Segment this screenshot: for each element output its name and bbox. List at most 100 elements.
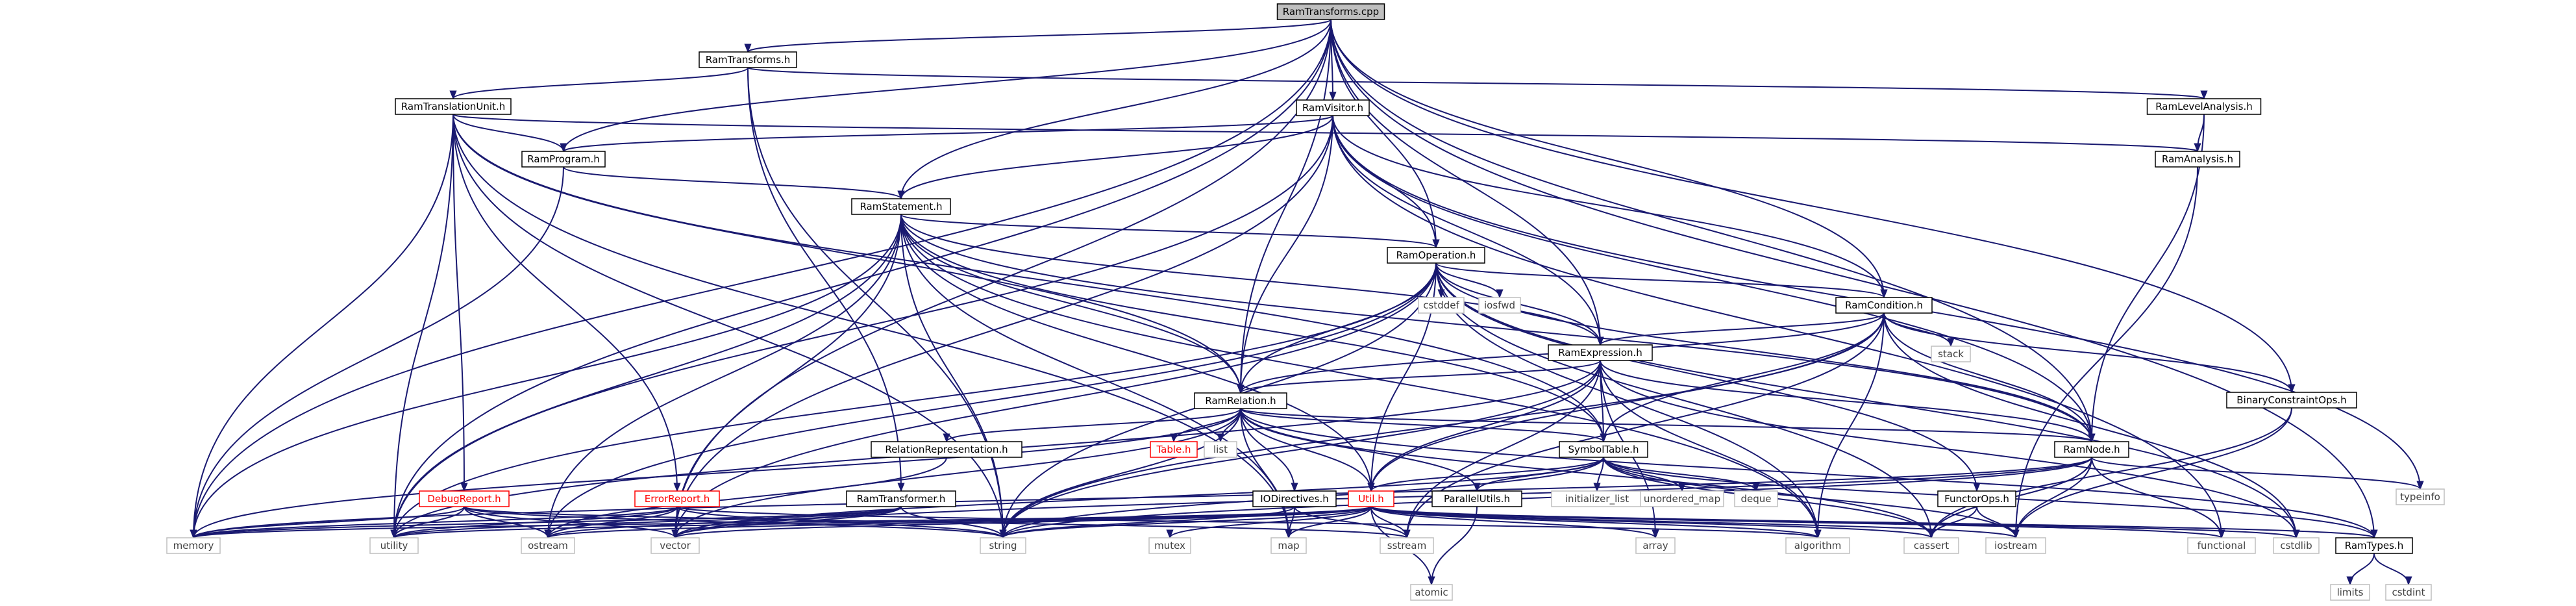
node-label: initializer_list (1565, 493, 1629, 505)
node-vector: vector (650, 537, 700, 554)
node-label: limits (2337, 587, 2364, 598)
edge-ramtranslationunit-to-memory (190, 114, 454, 539)
node-label: stack (1938, 348, 1964, 360)
node-label: SymbolTable.h (1568, 444, 1639, 455)
node-ramtranslationunit[interactable]: RamTranslationUnit.h (395, 98, 512, 115)
node-table-h[interactable]: Table.h (1150, 441, 1198, 458)
node-symboltable[interactable]: SymbolTable.h (1559, 441, 1648, 458)
edge-iodirectives-to-sstream (1294, 506, 1411, 539)
node-ramnode[interactable]: RamNode.h (2054, 441, 2129, 458)
node-label: RamAnalysis.h (2162, 153, 2233, 165)
node-ramcondition[interactable]: RamCondition.h (1835, 297, 1933, 314)
node-box (1734, 490, 1778, 507)
node-parallelutils[interactable]: ParallelUtils.h (1431, 490, 1522, 507)
node-iodirectives[interactable]: IODirectives.h (1252, 490, 1337, 507)
node-label: algorithm (1794, 540, 1841, 551)
node-ramvisitor[interactable]: RamVisitor.h (1296, 99, 1370, 116)
edge-ramvisitor-to-ramrelation (1237, 115, 1333, 394)
node-box (2330, 584, 2370, 601)
node-ramtransforms-h[interactable]: RamTransforms.h (699, 51, 797, 68)
node-unordered-map: unordered_map (1640, 490, 1724, 507)
edge-symboltable-to-deque (1603, 457, 1760, 492)
edge-root-to-utility (390, 19, 1331, 539)
node-label: RamExpression.h (1558, 347, 1642, 359)
edge-ramtransformer-to-vector (671, 506, 902, 539)
node-label: ErrorReport.h (645, 493, 710, 505)
edge-util-to-vector (671, 506, 1372, 539)
node-box (166, 537, 221, 554)
node-label: cstdint (2392, 587, 2425, 598)
node-box (980, 537, 1026, 554)
edge-ramcondition-to-cstdlib (1883, 312, 2300, 539)
edge-ramexpression-to-cstdlib (1600, 360, 2300, 539)
nodes-layer: RamTransforms.cpp RamTransforms.h RamTrans… (166, 3, 2445, 601)
edge-ramcondition-to-ramnode (1883, 312, 2096, 443)
node-label: FunctorOps.h (1944, 493, 2009, 505)
edge-root-to-ramcondition (1330, 19, 1888, 299)
edge-ramstatement-to-utility (390, 214, 902, 539)
edge-ramtransforms_h-to-ramlevelanalysis (747, 67, 2207, 100)
node-box (1150, 441, 1198, 458)
node-box (2226, 392, 2357, 409)
node-label: RamVisitor.h (1302, 102, 1363, 114)
node-binaryconstraintops[interactable]: BinaryConstraintOps.h (2226, 392, 2357, 409)
edge-ramrelation-to-ramnode (1240, 408, 2095, 443)
edge-ramoperation-to-ostream (544, 262, 1437, 539)
node-box (1635, 537, 1676, 554)
edge-debugreport-to-memory (190, 506, 465, 539)
node-label: RamRelation.h (1205, 395, 1276, 407)
node-ramtransformer[interactable]: RamTransformer.h (846, 490, 956, 507)
node-box (1431, 490, 1522, 507)
node-ramstatement[interactable]: RamStatement.h (851, 198, 951, 215)
node-box (1835, 297, 1933, 314)
node-ramexpression[interactable]: RamExpression.h (1548, 344, 1653, 361)
node-box (1410, 584, 1453, 601)
edge-ramnode-to-typeinfo (2091, 457, 2424, 490)
edge-ramtranslationunit-to-utility (390, 114, 454, 539)
node-ramrelation[interactable]: RamRelation.h (1194, 392, 1287, 409)
edge-binaryconstraintops-to-iostream (2012, 407, 2292, 539)
node-initializer-list: initializer_list (1551, 490, 1643, 507)
node-ramprogram[interactable]: RamProgram.h (521, 151, 606, 168)
edge-ramrelation-to-map (1240, 408, 1293, 539)
node-ramanalysis[interactable]: RamAnalysis.h (2155, 151, 2240, 168)
edge-ramexpression-to-ramrelation (1237, 360, 1601, 394)
node-ramlevelanalysis[interactable]: RamLevelAnalysis.h (2146, 98, 2262, 115)
node-debugreport[interactable]: DebugReport.h (419, 490, 510, 507)
node-cassert: cassert (1903, 537, 1959, 554)
node-label: typeinfo (2400, 491, 2440, 503)
node-box (2187, 537, 2256, 554)
node-ramoperation[interactable]: RamOperation.h (1387, 247, 1485, 264)
edge-util-to-iostream (1370, 506, 2020, 539)
node-util[interactable]: Util.h (1348, 490, 1394, 507)
node-memory: memory (166, 537, 221, 554)
node-box (699, 51, 797, 68)
edge-ramstatement-to-string (900, 214, 1007, 539)
node-box (2385, 584, 2432, 601)
node-label: array (1642, 540, 1668, 551)
node-box (1559, 441, 1648, 458)
edge-util-to-map (1285, 506, 1372, 539)
edge-ramoperation-to-cassert (1435, 262, 1935, 539)
edge-ramprogram-to-memory (190, 166, 564, 539)
edge-ramtransforms_h-to-ramtransformer (747, 67, 905, 492)
node-box (1785, 537, 1850, 554)
node-errorreport[interactable]: ErrorReport.h (634, 490, 720, 507)
node-label: RamTransformer.h (857, 493, 946, 505)
node-label: RamLevelAnalysis.h (2155, 101, 2253, 112)
edge-ramrelation-to-memory (190, 408, 1241, 539)
node-functorops[interactable]: FunctorOps.h (1937, 490, 2016, 507)
node-relationrep[interactable]: RelationRepresentation.h (871, 441, 1022, 458)
node-label: mutex (1154, 540, 1185, 551)
edge-ramtranslationunit-to-debugreport (452, 114, 468, 492)
node-ramtypes[interactable]: RamTypes.h (2335, 537, 2413, 554)
edge-ramoperation-to-utility (390, 262, 1437, 539)
node-label: deque (1740, 493, 1771, 505)
edge-ramtranslationunit-to-ramrelation (452, 114, 1245, 394)
node-label: Table.h (1156, 444, 1191, 455)
node-root[interactable]: RamTransforms.cpp (1276, 3, 1385, 20)
node-box (846, 490, 956, 507)
edge-ramtransforms_h-to-ramtranslationunit (449, 67, 749, 100)
edge-ramoperation-to-cstdlib (1435, 262, 2300, 539)
edge-util-to-algorithm (1370, 506, 1822, 539)
